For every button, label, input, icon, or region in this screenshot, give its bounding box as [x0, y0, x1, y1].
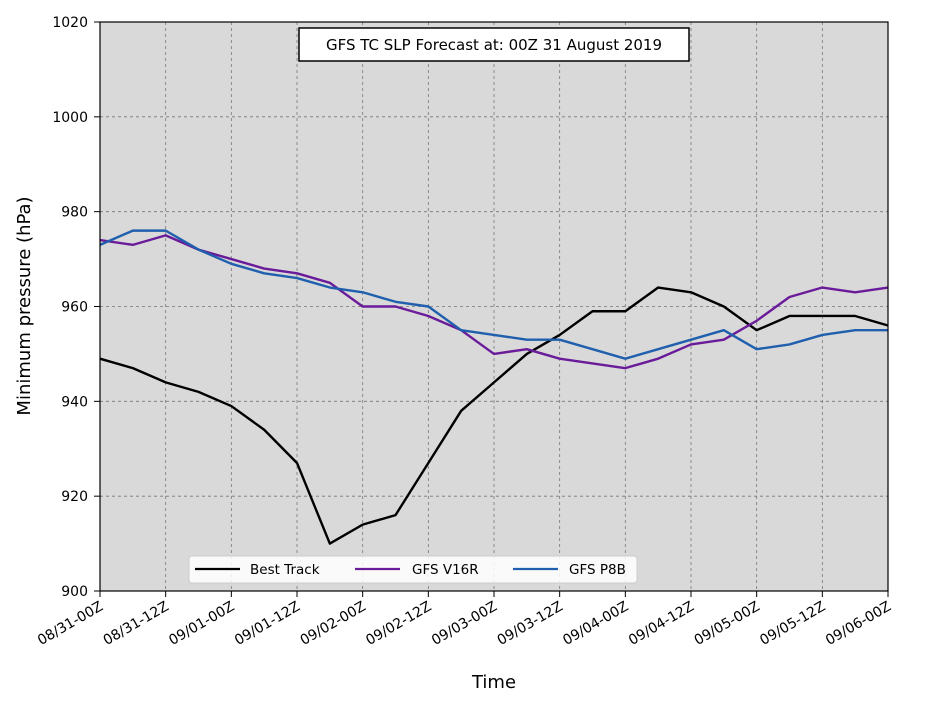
grid — [100, 22, 888, 591]
title-box: GFS TC SLP Forecast at: 00Z 31 August 20… — [298, 27, 690, 62]
y-tick-label: 1000 — [52, 110, 88, 126]
chart-title: GFS TC SLP Forecast at: 00Z 31 August 20… — [326, 36, 662, 54]
series-line-gfs-v16r — [99, 234, 889, 370]
y-axis: 900 920 940 960 980 1000 1020 — [52, 15, 100, 600]
x-tick-label: 09/03-12Z — [495, 599, 566, 649]
x-tick-label: 08/31-00Z — [35, 599, 106, 649]
x-tick-label: 09/02-00Z — [298, 599, 369, 649]
y-tick-label: 960 — [61, 300, 88, 316]
y-tick-label: 940 — [61, 394, 88, 410]
legend-label-gfs-p8b: GFS P8B — [569, 562, 626, 578]
x-tick-label: 09/03-00Z — [429, 599, 500, 649]
y-axis-label: Minimum pressure (hPa) — [14, 196, 35, 415]
series-group — [99, 229, 889, 545]
series-line-gfs-p8b — [99, 229, 888, 360]
legend-label-gfs-v16r: GFS V16R — [412, 562, 479, 578]
y-tick-label: 900 — [61, 584, 88, 600]
x-axis: 08/31-00Z08/31-12Z09/01-00Z09/01-12Z09/0… — [35, 591, 894, 649]
y-tick-label: 980 — [61, 205, 88, 221]
series-line-best-track — [99, 286, 889, 545]
x-tick-label: 09/05-12Z — [757, 599, 828, 649]
y-tick-label: 920 — [61, 489, 88, 505]
x-tick-label: 09/04-12Z — [626, 599, 697, 649]
legend-label-best-track: Best Track — [250, 562, 320, 578]
x-axis-label: Time — [471, 672, 516, 693]
x-tick-label: 09/04-00Z — [560, 599, 631, 649]
x-tick-label: 09/01-12Z — [232, 599, 303, 649]
x-tick-label: 09/05-00Z — [692, 599, 763, 649]
legend: Best Track GFS V16R GFS P8B — [188, 555, 638, 584]
y-tick-label: 1020 — [52, 15, 88, 31]
x-tick-label: 08/31-12Z — [101, 599, 172, 649]
x-tick-label: 09/06-00Z — [823, 599, 894, 649]
x-tick-label: 09/01-00Z — [166, 599, 237, 649]
x-tick-label: 09/02-12Z — [363, 599, 434, 649]
